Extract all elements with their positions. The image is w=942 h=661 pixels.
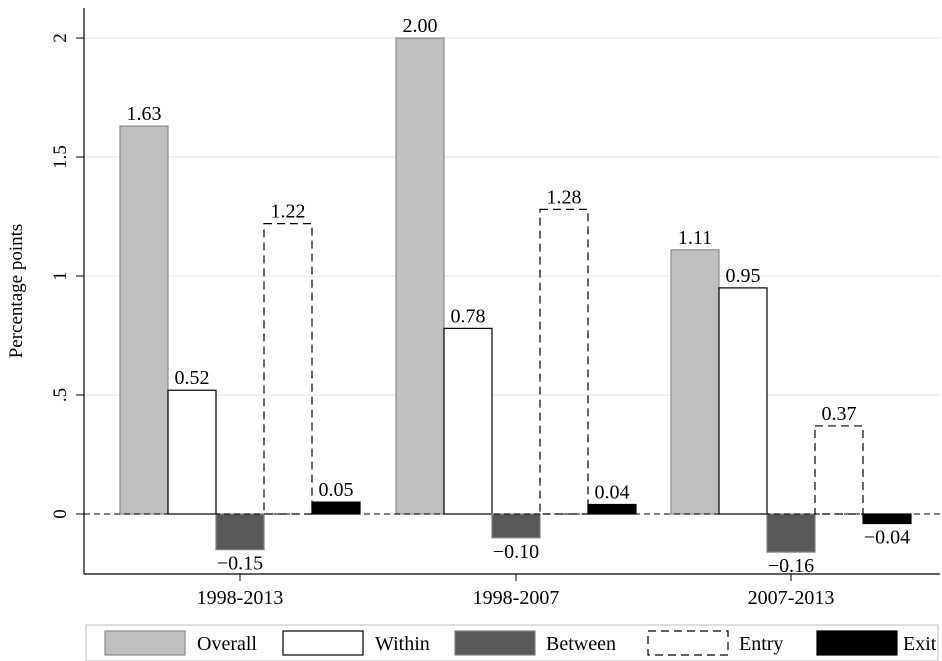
bar-within-1998-2013 xyxy=(167,389,217,515)
bar-within-1998-2007 xyxy=(443,327,493,515)
bar-entry-1998-2007 xyxy=(539,208,589,515)
bars xyxy=(119,37,912,553)
data-label-exit-2007-2013: −0.04 xyxy=(864,527,910,549)
bar-overall-1998-2013 xyxy=(119,125,169,515)
bar-within-2007-2013 xyxy=(718,287,768,515)
legend-swatch-within xyxy=(282,630,364,656)
data-label-within-2007-2013: 0.95 xyxy=(726,265,761,287)
legend-label-within: Within xyxy=(375,633,430,655)
bar-exit-2007-2013 xyxy=(862,513,912,525)
data-label-between-2007-2013: −0.16 xyxy=(768,555,814,577)
data-label-overall-1998-2013: 1.63 xyxy=(127,103,162,125)
data-label-entry-1998-2013: 1.22 xyxy=(271,201,306,223)
bar-between-1998-2013 xyxy=(215,513,265,551)
bar-entry-2007-2013 xyxy=(814,425,864,515)
legend-swatch-between xyxy=(454,630,536,656)
legend-label-exit: Exit xyxy=(903,633,937,655)
legend-swatch-exit xyxy=(816,630,898,656)
y-axis-title: Percentage points xyxy=(6,224,27,359)
data-label-within-1998-2007: 0.78 xyxy=(451,305,486,327)
x-tick-label-2007-2013: 2007-2013 xyxy=(748,587,835,609)
x-tick-label-1998-2013: 1998-2013 xyxy=(197,587,284,609)
y-tick-label: 0 xyxy=(50,509,71,519)
bar-between-1998-2007 xyxy=(491,513,541,539)
legend-label-entry: Entry xyxy=(739,633,783,655)
y-tick-label: 1.5 xyxy=(50,145,71,169)
data-label-overall-1998-2007: 2.00 xyxy=(403,15,438,37)
data-label-between-1998-2007: −0.10 xyxy=(493,541,539,563)
legend-swatch-overall xyxy=(104,630,186,656)
bar-overall-2007-2013 xyxy=(670,249,720,515)
bar-exit-1998-2013 xyxy=(311,501,361,515)
axes: 0 .5 1 1.5 2 1998-2013 1998-2007 2007-2013 Perce… xyxy=(6,8,940,609)
data-label-entry-1998-2007: 1.28 xyxy=(547,186,582,208)
data-labels: 1.63 2.00 1.11 0.52 0.78 0.95 −0.15 −0.10 −0.16 1… xyxy=(127,15,911,577)
data-label-exit-1998-2007: 0.04 xyxy=(595,481,630,503)
data-label-entry-2007-2013: 0.37 xyxy=(822,403,857,425)
data-label-overall-2007-2013: 1.11 xyxy=(678,227,712,249)
data-label-within-1998-2013: 0.52 xyxy=(175,367,210,389)
data-label-exit-1998-2013: 0.05 xyxy=(319,479,354,501)
y-tick-label: 2 xyxy=(50,33,71,43)
bar-between-2007-2013 xyxy=(766,513,816,553)
legend-swatch-entry xyxy=(647,630,729,656)
legend: Overall Within Between Entry Exit xyxy=(85,624,939,661)
bar-exit-1998-2007 xyxy=(587,503,637,515)
x-tick-label-1998-2007: 1998-2007 xyxy=(473,587,560,609)
legend-label-between: Between xyxy=(546,633,616,655)
legend-label-overall: Overall xyxy=(197,633,257,655)
grid-lines xyxy=(84,37,940,396)
data-label-between-1998-2013: −0.15 xyxy=(217,553,263,575)
bar-entry-1998-2013 xyxy=(263,223,313,515)
y-tick-label: .5 xyxy=(50,388,71,402)
y-tick-label: 1 xyxy=(50,271,71,281)
bar-overall-1998-2007 xyxy=(395,37,445,515)
